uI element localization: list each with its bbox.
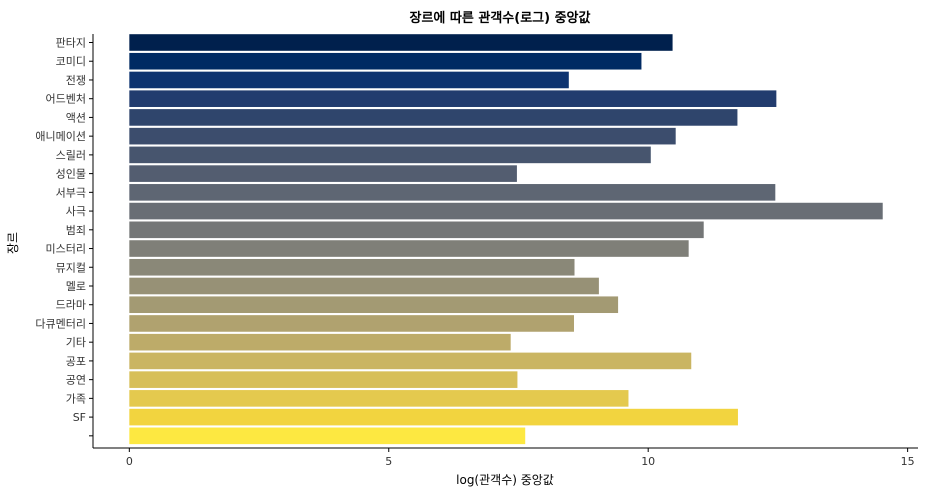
- bar-기타: [129, 333, 511, 351]
- y-tick-label: 다큐멘터리: [35, 317, 86, 330]
- bars-group: [129, 34, 883, 445]
- y-tick-label: 판타지: [56, 37, 86, 50]
- y-tick-label: 어드벤처: [46, 93, 86, 106]
- y-tick-label: 멜로: [66, 280, 86, 293]
- y-tick-label: SF: [73, 411, 86, 424]
- y-tick-label: 액션: [66, 111, 86, 124]
- x-tick-label: 10: [641, 455, 655, 468]
- bar-다큐멘터리: [129, 315, 574, 332]
- bar-SF: [129, 408, 738, 426]
- y-tick-label: 가족: [66, 392, 86, 405]
- y-tick-label: 애니메이션: [35, 130, 86, 143]
- x-tick-label: 15: [901, 455, 915, 468]
- x-axis-ticks: 0 5 10 15: [126, 448, 915, 468]
- bar-판타지: [129, 34, 673, 51]
- y-tick-label: 성인물: [56, 168, 86, 181]
- bar-성인물: [129, 165, 517, 182]
- bar-공연: [129, 371, 518, 388]
- y-tick-label: 범죄: [66, 224, 86, 237]
- bar-뮤지컬: [129, 258, 575, 276]
- bar-드라마: [129, 296, 619, 314]
- bar-스릴러: [129, 146, 651, 164]
- y-tick-label: 미스터리: [46, 243, 86, 256]
- y-tick-label: 공연: [66, 374, 86, 387]
- bar-액션: [129, 109, 738, 126]
- y-axis-label: 장르: [6, 232, 20, 254]
- x-tick-label: 5: [385, 455, 392, 468]
- bar-가족: [129, 390, 629, 407]
- bar-코미디: [129, 52, 642, 70]
- bar-미스터리: [129, 240, 689, 257]
- y-tick-label: 스릴러: [56, 149, 86, 162]
- y-axis-ticks: 판타지코미디전쟁어드벤처액션애니메이션스릴러성인물서부극사극범죄미스터리뮤지컬멜…: [35, 37, 93, 437]
- y-tick-label: 뮤지컬: [56, 261, 86, 274]
- bar-멜로: [129, 277, 599, 295]
- y-tick-label: 드라마: [56, 299, 86, 312]
- bar-서부극: [129, 184, 776, 201]
- chart-title: 장르에 따른 관객수(로그) 중앙값: [410, 10, 591, 26]
- bar-공포: [129, 352, 692, 370]
- y-tick-label: 기타: [66, 336, 86, 349]
- bar-전쟁: [129, 71, 569, 89]
- y-tick-label: 코미디: [56, 55, 86, 68]
- bar-사극: [129, 202, 883, 220]
- y-tick-label: 사극: [66, 205, 86, 218]
- bar-어드벤처: [129, 90, 777, 107]
- y-tick-label: 서부극: [56, 186, 86, 199]
- y-tick-label: 공포: [66, 355, 86, 368]
- bar-애니메이션: [129, 127, 676, 145]
- y-tick-label: 전쟁: [66, 74, 86, 87]
- x-axis-label: log(관객수) 중앙값: [456, 473, 554, 487]
- x-tick-label: 0: [126, 455, 133, 468]
- bar-범죄: [129, 221, 704, 239]
- bar-unlabeled: [129, 427, 526, 445]
